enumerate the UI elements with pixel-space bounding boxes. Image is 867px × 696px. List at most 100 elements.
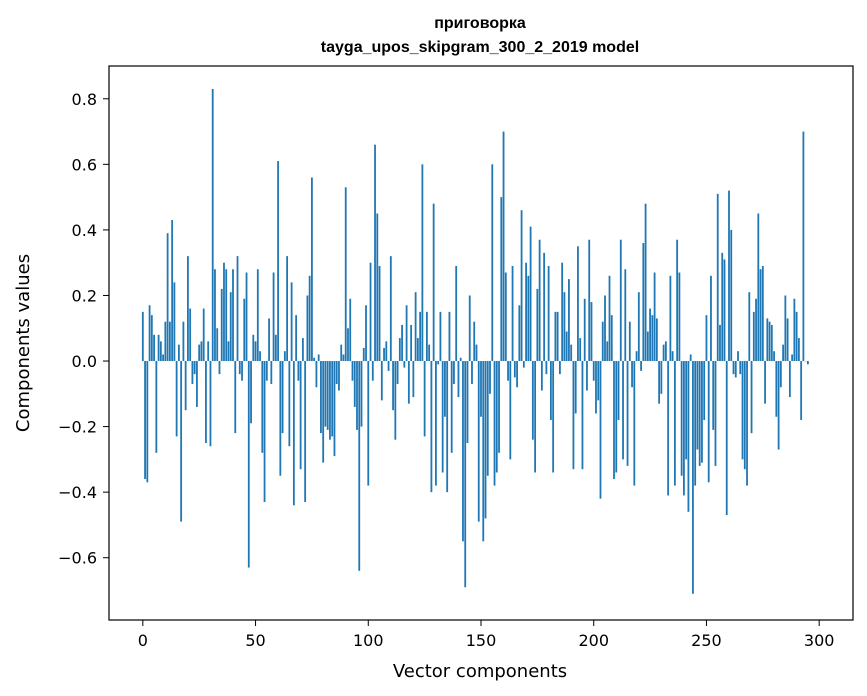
bar-component-118 — [407, 361, 410, 404]
bar-component-53 — [261, 361, 264, 453]
bar-component-11 — [166, 233, 169, 362]
bar-component-72 — [304, 361, 307, 502]
bar-component-60 — [277, 161, 279, 362]
bar-component-58 — [272, 272, 275, 362]
bar-component-129 — [432, 203, 435, 362]
bar-component-138 — [453, 361, 455, 384]
x-axis-ticks: 0 50 100 150 200 250 300 — [138, 620, 835, 650]
bar-component-188 — [565, 331, 568, 362]
bar-component-181 — [549, 361, 552, 421]
bar-component-234 — [669, 275, 672, 362]
bar-component-16 — [177, 344, 180, 362]
bar-component-259 — [725, 361, 728, 516]
bar-component-37 — [225, 269, 228, 362]
bar-component-192 — [574, 361, 577, 414]
bar-component-171 — [527, 275, 530, 362]
y-tick-label: −0.4 — [58, 483, 97, 502]
bar-component-77 — [315, 361, 318, 388]
bar-component-104 — [376, 213, 379, 362]
bar-component-24 — [196, 361, 198, 407]
bar-component-254 — [714, 361, 717, 466]
bar-component-82 — [326, 361, 329, 430]
bar-component-288 — [791, 354, 794, 362]
bar-component-32 — [214, 269, 216, 362]
bar-component-238 — [678, 272, 681, 362]
bar-component-239 — [680, 361, 683, 476]
chart-title-line-1: приговорка — [434, 15, 526, 32]
bar-component-268 — [746, 361, 748, 486]
bar-component-150 — [480, 361, 482, 417]
bar-component-228 — [655, 318, 658, 362]
bar-component-178 — [543, 252, 546, 362]
bar-component-86 — [335, 361, 338, 384]
bar-component-2 — [146, 361, 149, 483]
bar-component-161 — [504, 272, 507, 362]
bar-component-258 — [723, 259, 726, 362]
bar-component-7 — [157, 334, 160, 362]
bar-component-147 — [473, 321, 476, 362]
bar-component-189 — [568, 279, 570, 362]
bar-component-179 — [545, 361, 548, 375]
bar-component-92 — [349, 298, 352, 362]
bar-component-96 — [358, 361, 361, 571]
bar-component-83 — [329, 361, 331, 440]
bar-component-22 — [191, 361, 194, 384]
bar-component-210 — [615, 361, 618, 473]
bar-component-222 — [642, 243, 645, 362]
bar-component-140 — [457, 361, 460, 398]
bar-component-169 — [522, 361, 525, 368]
bar-component-213 — [622, 361, 624, 460]
bar-component-151 — [482, 361, 485, 542]
bar-component-255 — [716, 193, 719, 362]
bar-component-78 — [317, 354, 320, 362]
bar-component-251 — [707, 361, 710, 483]
bar-component-201 — [595, 361, 597, 414]
bar-component-197 — [586, 361, 588, 391]
bar-component-276 — [764, 361, 766, 404]
bar-component-262 — [732, 361, 735, 375]
bar-component-252 — [710, 275, 712, 362]
bar-component-136 — [448, 311, 451, 362]
bar-component-280 — [773, 351, 775, 362]
bar-component-66 — [290, 282, 293, 362]
bar-component-23 — [193, 361, 196, 375]
bar-component-132 — [439, 311, 442, 362]
x-tick-label: 100 — [353, 631, 384, 650]
bar-component-135 — [446, 361, 449, 493]
bar-component-187 — [563, 292, 566, 362]
bar-component-193 — [577, 246, 579, 362]
bar-component-212 — [619, 239, 622, 362]
bar-component-93 — [351, 361, 354, 381]
bar-component-3 — [148, 305, 151, 362]
bar-component-180 — [547, 265, 550, 362]
bar-component-202 — [597, 361, 600, 401]
bar-component-100 — [367, 361, 370, 486]
bar-component-59 — [274, 334, 277, 362]
bar-component-156 — [493, 361, 496, 486]
bar-component-117 — [405, 305, 408, 362]
bar-component-102 — [371, 361, 374, 381]
bar-component-115 — [401, 324, 403, 362]
bar-component-12 — [168, 321, 171, 362]
bar-component-81 — [324, 361, 327, 427]
bar-component-247 — [698, 361, 701, 466]
bar-component-146 — [471, 361, 473, 384]
x-tick-label: 300 — [804, 631, 835, 650]
bar-component-235 — [671, 351, 674, 362]
bar-component-48 — [250, 361, 252, 424]
bar-component-89 — [342, 354, 345, 362]
y-tick-label: 0.8 — [72, 90, 97, 109]
bar-component-186 — [561, 262, 564, 362]
bar-component-242 — [687, 361, 690, 512]
bar-component-46 — [245, 272, 248, 362]
x-tick-label: 50 — [245, 631, 265, 650]
bar-component-220 — [637, 292, 640, 362]
bar-component-199 — [590, 302, 593, 362]
bar-component-18 — [182, 321, 185, 362]
bar-component-41 — [234, 361, 237, 434]
bar-component-285 — [784, 295, 787, 362]
bar-component-204 — [601, 321, 604, 362]
bar-component-159 — [500, 197, 503, 362]
bar-component-38 — [227, 341, 230, 362]
bar-component-263 — [734, 361, 737, 378]
